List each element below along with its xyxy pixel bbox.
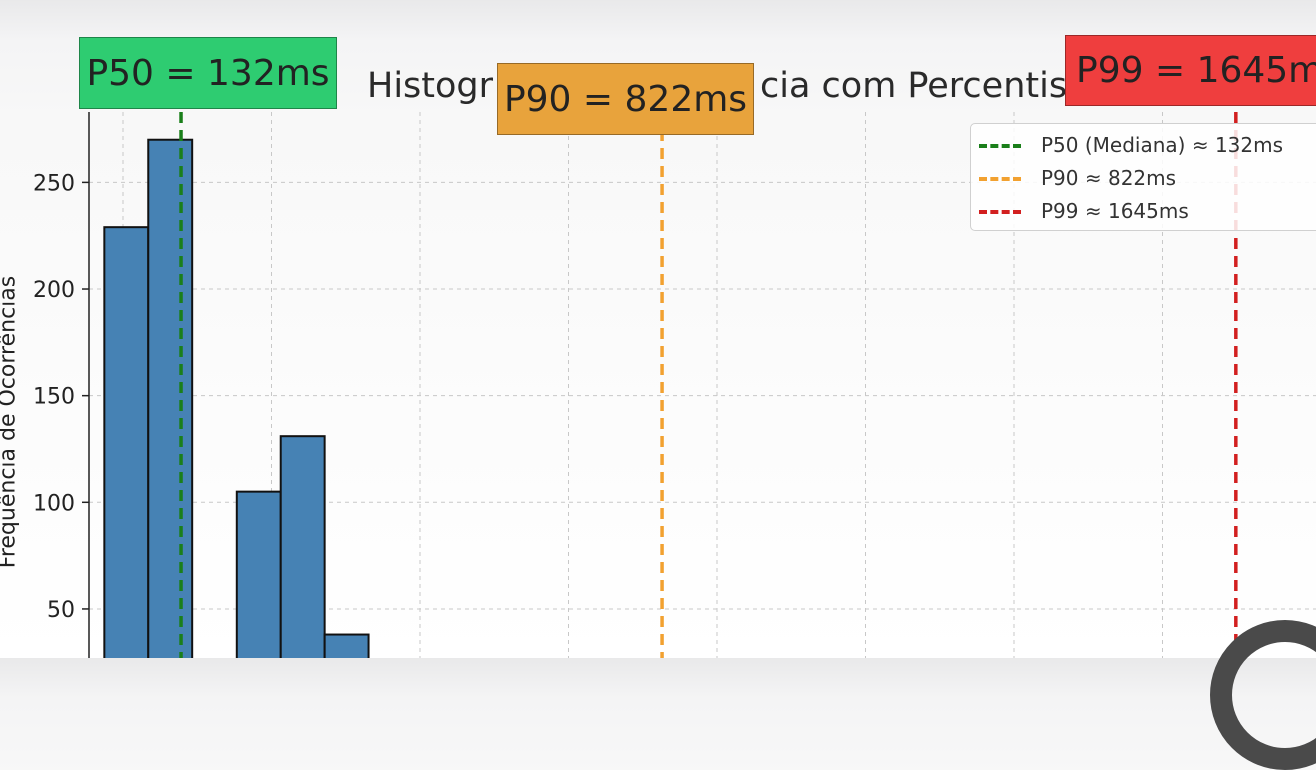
p99-annotation: P99 = 1645ms [1065,35,1316,106]
y-tick-label-200: 200 [33,278,75,303]
legend-label-p50: P50 (Mediana) ≈ 132ms [1041,133,1284,157]
histogram-bar-2 [235,490,282,658]
y-tick-label-100: 100 [33,491,75,516]
legend-swatch-p99 [979,210,1021,214]
legend: P50 (Mediana) ≈ 132ms P90 ≈ 822ms P99 ≈ … [970,123,1316,231]
chart-title-end: cia com Percentis [760,66,1067,106]
y-tick-label-250: 250 [33,171,75,196]
chart-title: Histogr [367,66,493,106]
y-tick-label-150: 150 [33,385,75,410]
histogram-bar-4 [323,633,370,658]
histogram-bar-1 [147,138,194,658]
chart-title-prefix: Histogr [367,66,494,106]
histogram-bar-0 [103,226,150,658]
chart-canvas: 50 100 150 200 250 [33,112,1316,658]
legend-label-p99: P99 ≈ 1645ms [1041,199,1189,223]
chart-title-suffix: cia com Percentis [760,66,1068,106]
histogram-bar-3 [279,435,326,658]
histogram-chart: 50 100 150 200 250 Histogr cia com Percentis… [0,35,1316,770]
legend-swatch-p50 [979,144,1021,148]
p50-annotation: P50 = 132ms [79,37,337,109]
legend-swatch-p90 [979,177,1021,181]
p90-annotation: P90 = 822ms [497,63,754,135]
legend-label-p90: P90 ≈ 822ms [1041,166,1177,190]
y-tick-label-50: 50 [47,598,75,623]
y-axis-label: Frequência de Ocorrências [0,275,21,569]
